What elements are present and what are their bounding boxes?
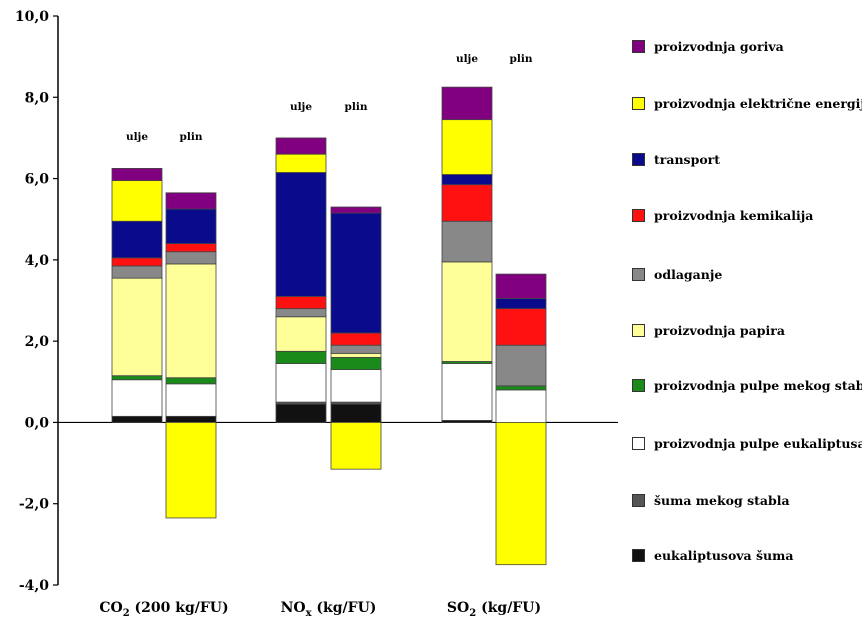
legend-item: proizvodnja pulpe mekog stabla [632, 375, 862, 395]
bar-segment [275, 403, 327, 423]
legend-item: proizvodnja kemikalija [632, 205, 813, 225]
legend-label: odlaganje [654, 266, 723, 282]
bar-segment [441, 174, 493, 186]
legend-swatch [632, 378, 645, 392]
bar-segment [165, 251, 217, 265]
bar-segment [330, 344, 382, 354]
bar-segment [111, 257, 163, 267]
bar-segment [495, 344, 547, 387]
legend-label: šuma mekog stabla [654, 492, 790, 508]
bar-label: plin [345, 101, 368, 113]
bar-segment [165, 377, 217, 385]
bar-segment [330, 206, 382, 214]
bar-segment [111, 379, 163, 417]
bar-segment [275, 172, 327, 297]
bar-segment [441, 86, 493, 121]
bar-segment [165, 243, 217, 253]
legend-swatch [632, 208, 645, 222]
legend-label: proizvodnja pulpe eukaliptusa [654, 435, 862, 451]
bar-segment [330, 422, 382, 470]
y-tick-label: -2,0 [19, 497, 49, 513]
bar-segment [165, 192, 217, 210]
legend-label: proizvodnja kemikalija [654, 207, 814, 223]
bar-segment [275, 316, 327, 352]
bar-segment [495, 385, 547, 391]
y-tick-label: 0,0 [25, 415, 50, 431]
bar-segment [165, 383, 217, 417]
legend-label: eukaliptusova šuma [654, 547, 794, 563]
legend-item: eukaliptusova šuma [632, 545, 793, 565]
category-label: NOx (kg/FU) [281, 600, 377, 619]
y-tick-label: 6,0 [25, 172, 50, 188]
bar-segment [165, 263, 217, 379]
bar-segment [441, 363, 493, 421]
legend-swatch [632, 267, 645, 281]
bar-segment [441, 261, 493, 362]
y-tick-label: 2,0 [25, 334, 50, 350]
bar-segment [275, 308, 327, 318]
bar-segment [330, 352, 382, 358]
category-label: SO2 (kg/FU) [447, 600, 541, 619]
bar-segment [330, 356, 382, 370]
y-tick-label: 4,0 [25, 253, 50, 269]
y-tick-label: 10,0 [15, 9, 49, 25]
bar-label: plin [510, 53, 533, 65]
bar-segment [441, 119, 493, 175]
bar-segment [111, 180, 163, 222]
bar-segment [495, 308, 547, 346]
bar-segment [165, 422, 217, 519]
legend-swatch [632, 96, 645, 110]
legend-swatch [632, 493, 645, 507]
bar-segment [495, 298, 547, 310]
bar-segment [111, 220, 163, 259]
category-label: CO2 (200 kg/FU) [99, 600, 228, 619]
bar-segment [275, 296, 327, 310]
bar-segment [111, 265, 163, 279]
legend-label: proizvodnja električne energije [654, 95, 862, 111]
bar-segment [275, 153, 327, 173]
bar-segment [330, 403, 382, 423]
legend-item: odlaganje [632, 264, 722, 284]
legend-swatch [632, 39, 645, 53]
bar-segment [495, 273, 547, 299]
bar-segment [441, 184, 493, 222]
legend-label: proizvodnja papira [654, 322, 785, 338]
bar-label: ulje [456, 53, 478, 65]
bar-segment [111, 375, 163, 381]
bar-segment [495, 389, 547, 423]
bar-segment [441, 220, 493, 263]
legend-label: proizvodnja pulpe mekog stabla [654, 377, 862, 393]
legend-swatch [632, 436, 645, 450]
bar-segment [330, 332, 382, 346]
legend-item: proizvodnja električne energije [632, 93, 862, 113]
bar-segment [330, 369, 382, 403]
legend-swatch [632, 152, 645, 166]
bar-segment [275, 137, 327, 155]
legend-label: proizvodnja goriva [654, 38, 784, 54]
bar-segment [495, 422, 547, 566]
legend-item: proizvodnja papira [632, 320, 785, 340]
legend-item: šuma mekog stabla [632, 490, 790, 510]
bar-segment [165, 415, 217, 423]
legend-item: proizvodnja goriva [632, 36, 784, 56]
bar-label: ulje [126, 131, 148, 143]
legend-item: transport [632, 149, 720, 169]
legend-item: proizvodnja pulpe eukaliptusa [632, 433, 862, 453]
bar-segment [111, 277, 163, 377]
bar-segment [165, 208, 217, 245]
bar-segment [275, 350, 327, 364]
bar-segment [111, 415, 163, 423]
y-tick-label: 8,0 [25, 90, 50, 106]
legend-swatch [632, 548, 645, 562]
bar-segment [330, 212, 382, 334]
legend-swatch [632, 323, 645, 337]
bar-label: plin [180, 131, 203, 143]
bar-segment [111, 168, 163, 182]
bar-segment [275, 363, 327, 403]
y-tick-label: -4,0 [19, 578, 49, 594]
bar-label: ulje [290, 101, 312, 113]
legend-label: transport [654, 151, 721, 167]
